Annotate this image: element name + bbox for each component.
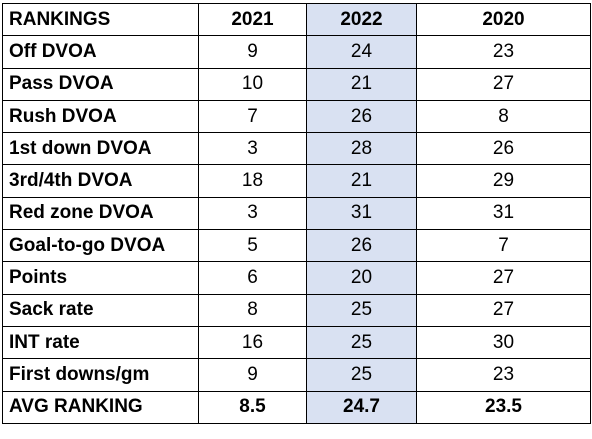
rank-cell: 21 [306, 67, 417, 101]
row-label: Sack rate [2, 293, 199, 327]
rank-cell: 24 [306, 35, 417, 69]
table-body: RANKINGS 2021 2022 2020 Off DVOA 9 24 23 Pass DV… [2, 2, 591, 424]
rank-cell: 23.5 [416, 390, 591, 424]
rank-cell: 28 [306, 132, 417, 166]
rank-cell: 20 [306, 261, 417, 295]
row-label: INT rate [2, 325, 199, 360]
row-label: 3rd/4th DVOA [2, 164, 199, 198]
header-cell: 2021 [198, 2, 307, 37]
table-row: 3rd/4th DVOA 18 21 29 [2, 164, 591, 198]
rank-cell: 23 [416, 35, 591, 69]
rankings-table: RANKINGS 2021 2022 2020 Off DVOA 9 24 23 Pass DV… [2, 2, 591, 424]
rank-cell: 25 [306, 325, 417, 360]
row-label: Off DVOA [2, 35, 199, 69]
rank-cell: 26 [306, 229, 417, 263]
table-row: AVG RANKING 8.5 24.7 23.5 [2, 390, 591, 424]
table-row: 1st down DVOA 3 28 26 [2, 132, 591, 166]
row-label: First downs/gm [2, 358, 199, 392]
rank-cell: 8 [416, 99, 591, 134]
rank-cell: 31 [416, 196, 591, 231]
table-row: Goal-to-go DVOA 5 26 7 [2, 229, 591, 263]
rank-cell: 25 [306, 293, 417, 327]
header-cell: 2020 [416, 2, 591, 37]
row-label: Pass DVOA [2, 67, 199, 101]
rank-cell: 24.7 [306, 390, 417, 424]
rank-cell: 5 [198, 229, 307, 263]
rank-cell: 10 [198, 67, 307, 101]
rank-cell: 27 [416, 261, 591, 295]
rank-cell: 23 [416, 358, 591, 392]
rank-cell: 21 [306, 164, 417, 198]
header-row: RANKINGS 2021 2022 2020 [2, 2, 591, 37]
rank-cell: 6 [198, 261, 307, 295]
table-row: Rush DVOA 7 26 8 [2, 99, 591, 134]
row-label: 1st down DVOA [2, 132, 199, 166]
table-row: Red zone DVOA 3 31 31 [2, 196, 591, 231]
header-cell: RANKINGS [2, 2, 199, 37]
row-label: Points [2, 261, 199, 295]
row-label: Rush DVOA [2, 99, 199, 134]
rank-cell: 30 [416, 325, 591, 360]
table-row: Points 6 20 27 [2, 261, 591, 295]
rank-cell: 16 [198, 325, 307, 360]
rank-cell: 18 [198, 164, 307, 198]
table-row: Pass DVOA 10 21 27 [2, 67, 591, 101]
rank-cell: 26 [416, 132, 591, 166]
row-label: Red zone DVOA [2, 196, 199, 231]
rank-cell: 3 [198, 196, 307, 231]
table-row: INT rate 16 25 30 [2, 325, 591, 360]
rank-cell: 9 [198, 358, 307, 392]
rank-cell: 26 [306, 99, 417, 134]
rank-cell: 8 [198, 293, 307, 327]
table-row: Off DVOA 9 24 23 [2, 35, 591, 69]
rank-cell: 7 [416, 229, 591, 263]
table-row: First downs/gm 9 25 23 [2, 358, 591, 392]
table-row: Sack rate 8 25 27 [2, 293, 591, 327]
row-label: AVG RANKING [2, 390, 199, 424]
rank-cell: 3 [198, 132, 307, 166]
rank-cell: 8.5 [198, 390, 307, 424]
rank-cell: 29 [416, 164, 591, 198]
row-label: Goal-to-go DVOA [2, 229, 199, 263]
rank-cell: 31 [306, 196, 417, 231]
rank-cell: 9 [198, 35, 307, 69]
header-cell: 2022 [306, 2, 417, 37]
rank-cell: 27 [416, 293, 591, 327]
rank-cell: 25 [306, 358, 417, 392]
rank-cell: 27 [416, 67, 591, 101]
rank-cell: 7 [198, 99, 307, 134]
